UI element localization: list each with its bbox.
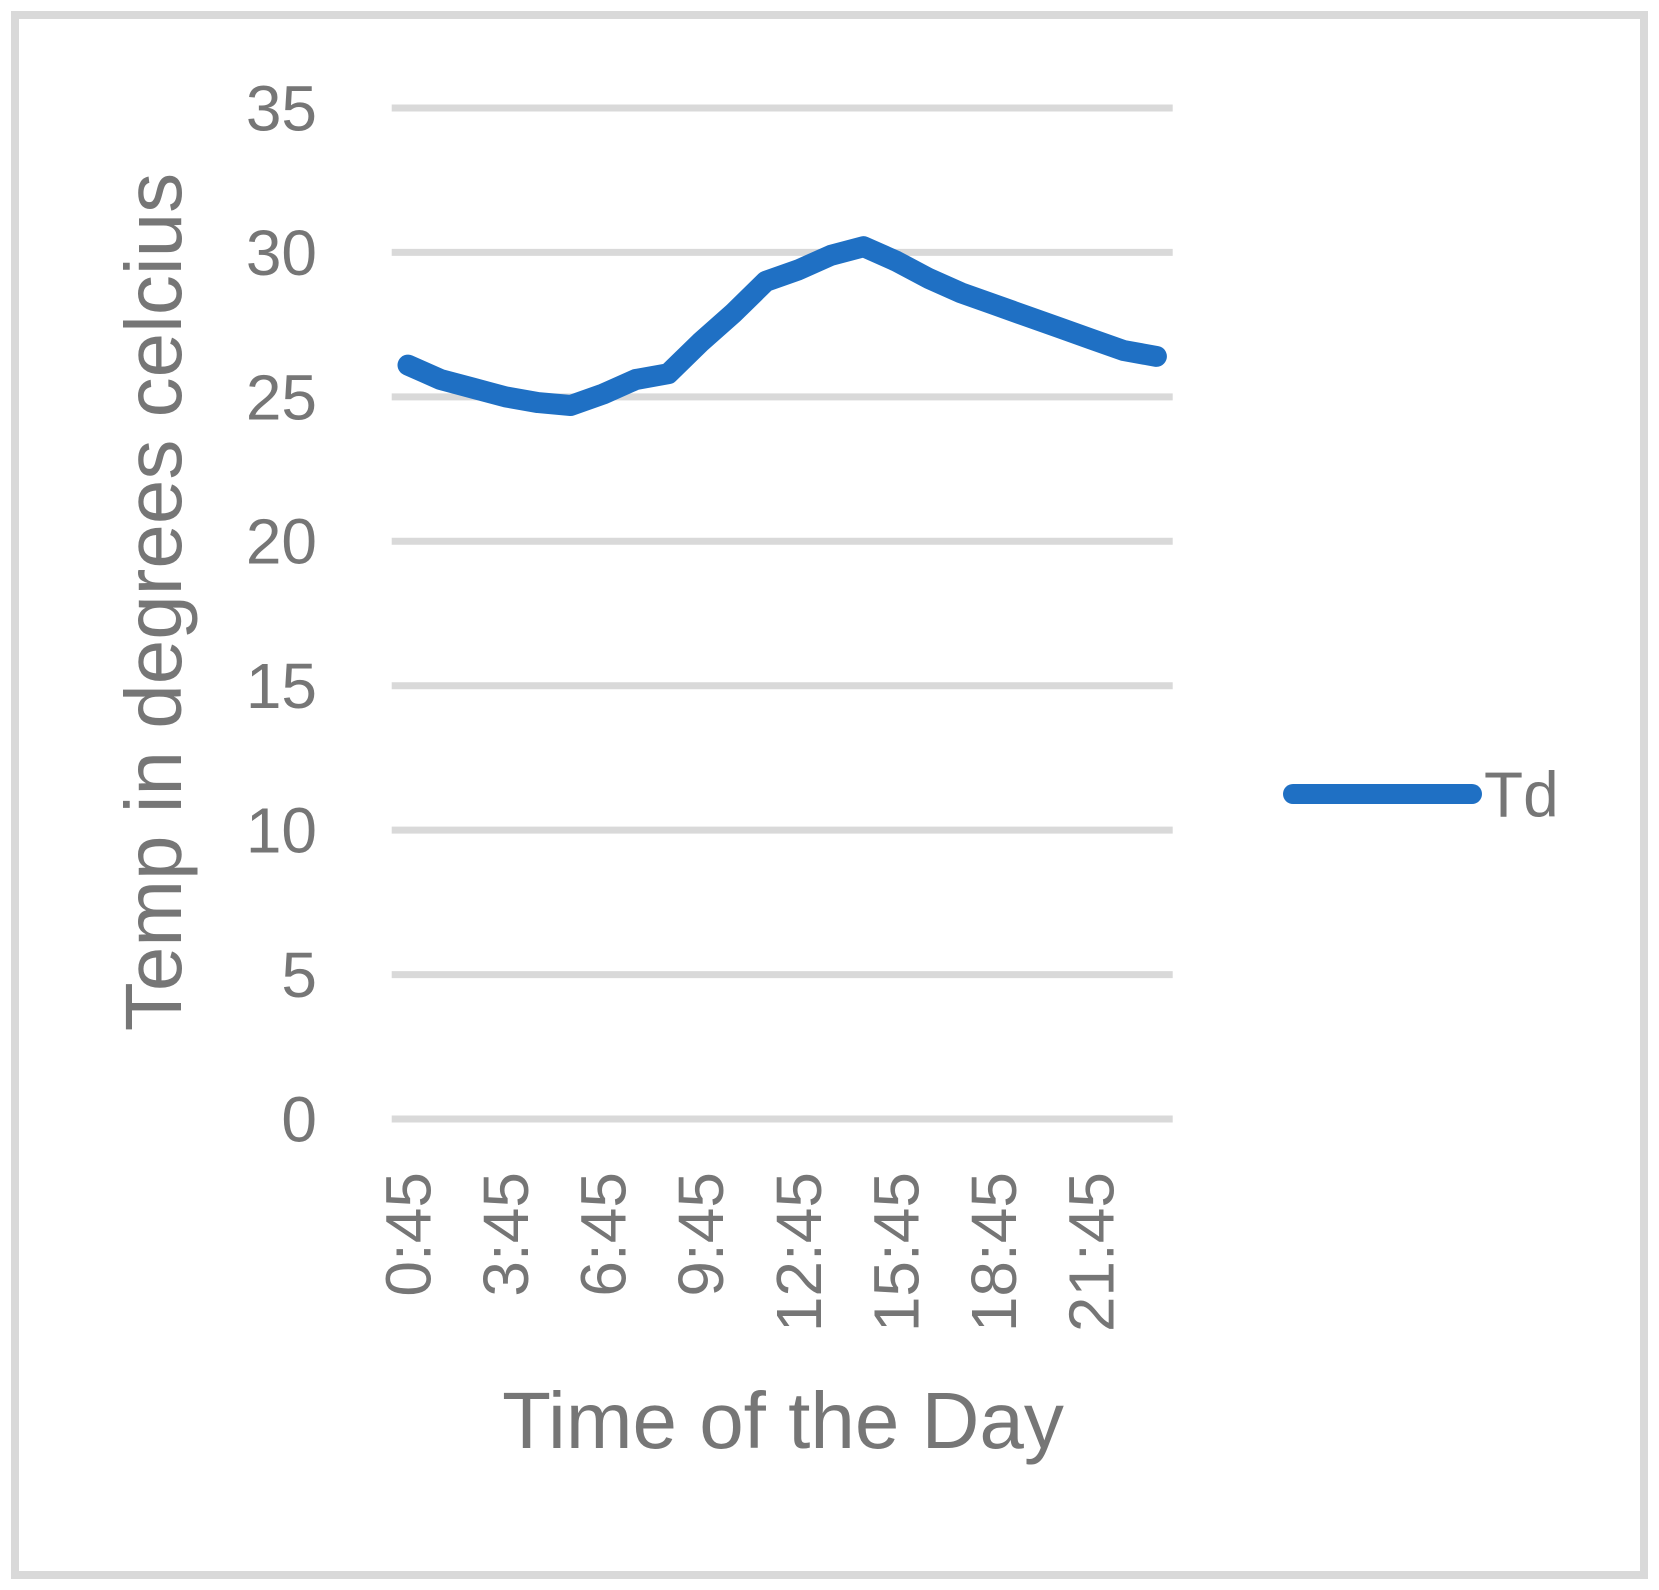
gridlines-group (391, 104, 1173, 1123)
x-axis-tick-label: 0:45 (372, 1172, 444, 1297)
y-axis-tick-label: 30 (246, 217, 317, 289)
y-axis-tick-label: 0 (281, 1083, 317, 1155)
x-axis-tick-labels: 0:45 3:45 6:45 9:45 12:45 15:45 18:45 21:45 (372, 1172, 1127, 1332)
x-axis-tick-label: 9:45 (665, 1172, 737, 1297)
x-axis-tick-label: 18:45 (958, 1172, 1030, 1332)
y-axis-tick-label: 20 (246, 506, 317, 578)
x-axis-tick-label: 6:45 (568, 1172, 640, 1297)
y-axis-tick-label: 35 (246, 72, 317, 144)
x-axis-tick-label: 12:45 (763, 1172, 835, 1332)
x-axis-tick-label: 15:45 (861, 1172, 933, 1332)
series-line-td (397, 236, 1167, 416)
x-axis-title: Time of the Day (502, 1376, 1064, 1465)
y-axis-tick-labels: 0 5 10 15 20 25 30 35 (246, 72, 317, 1155)
y-axis-tick-label: 25 (246, 361, 317, 433)
chart-border (11, 11, 1648, 1579)
y-axis-tick-label: 5 (281, 939, 317, 1011)
x-axis-tick-label: 3:45 (470, 1172, 542, 1297)
y-axis-tick-label: 10 (246, 795, 317, 867)
y-axis-tick-label: 15 (246, 650, 317, 722)
legend-label-td: Td (1484, 758, 1559, 830)
legend: Td (1283, 758, 1559, 830)
y-axis-title: Temp in degrees celcius (109, 173, 198, 1031)
x-axis-tick-label: 21:45 (1056, 1172, 1128, 1332)
